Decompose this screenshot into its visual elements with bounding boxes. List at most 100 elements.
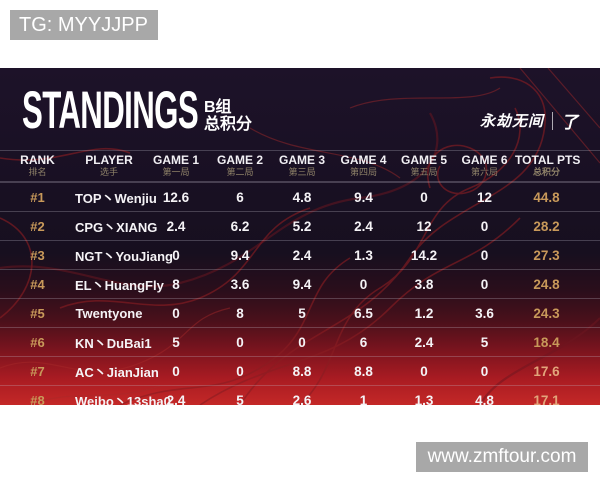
player-name: CPG丶XIANG: [75, 219, 158, 235]
game5-score: 0: [420, 363, 428, 379]
game6-score: 12: [476, 189, 493, 205]
col-game2: GAME 2 第二局: [216, 153, 263, 178]
game2-score: 5: [236, 392, 244, 406]
col-game6: GAME 6 第六局: [461, 153, 508, 178]
game6-score: 0: [480, 276, 489, 292]
game2-score: 9.4: [230, 247, 250, 263]
total-points: 27.3: [533, 247, 560, 263]
rank-value: #3: [30, 247, 45, 263]
game1-score: 2.4: [166, 392, 186, 406]
brand-mark-icon: 了: [561, 113, 578, 132]
game3-score: 5.2: [292, 218, 312, 234]
table-row: #7 AC丶JianJian 0 0 8.8 8.8 0 0 17.6: [0, 356, 600, 385]
game1-score: 0: [172, 247, 180, 263]
game2-score: 0: [236, 334, 244, 350]
total-points: 24.8: [533, 276, 560, 292]
game2-score: 3.6: [230, 276, 250, 292]
game3-score: 8.8: [292, 363, 312, 379]
player-name: KN丶DuBai1: [75, 335, 152, 351]
game1-score: 2.4: [166, 218, 186, 234]
game1-score: 12.6: [162, 189, 190, 205]
table-row: #3 NGT丶YouJiang 0 9.4 2.4 1.3 14.2 0 27.…: [0, 240, 600, 269]
brand-logo: 永劫无间 了: [480, 108, 578, 133]
game2-score: 0: [236, 363, 244, 379]
game6-score: 3.6: [475, 305, 494, 321]
game5-score: 1.2: [414, 305, 434, 321]
game1-score: 0: [172, 363, 180, 379]
game6-score: 4.8: [475, 392, 494, 406]
page-title: STANDINGS: [22, 81, 199, 141]
total-points: 28.2: [533, 218, 560, 234]
col-game3: GAME 3 第三局: [278, 153, 325, 178]
game4-score: 8.8: [354, 363, 373, 379]
table-row: #5 Twentyone 0 8 5 6.5 1.2 3.6 24.3: [0, 298, 600, 327]
game4-score: 2.4: [354, 218, 373, 234]
total-points: 17.6: [533, 363, 560, 379]
game5-score: 14.2: [410, 247, 438, 263]
player-name: Twentyone: [75, 305, 143, 321]
table-row: #6 KN丶DuBai1 5 0 0 6 2.4 5 18.4: [0, 327, 600, 356]
rank-value: #4: [30, 276, 45, 292]
game5-score: 3.8: [414, 276, 434, 292]
game5-score: 2.4: [414, 334, 434, 350]
player-name: AC丶JianJian: [75, 364, 159, 380]
total-points: 44.8: [533, 189, 560, 205]
col-rank: RANK 排名: [20, 153, 55, 178]
game3-score: 5: [298, 305, 306, 321]
rank-value: #7: [30, 363, 45, 379]
col-game4: GAME 4 第四局: [340, 153, 387, 178]
game6-score: 0: [480, 218, 489, 234]
game6-score: 0: [480, 247, 489, 263]
telegram-watermark-badge: TG: MYYJJPP: [10, 10, 158, 40]
game2-score: 6: [236, 189, 244, 205]
game2-score: 8: [236, 305, 244, 321]
game4-score: 1: [359, 392, 368, 406]
game4-score: 1.3: [354, 247, 373, 263]
standings-table: RANK 排名 PLAYER 选手 GAME 1 第一局 GAME 2 第二局 GAME…: [0, 150, 600, 405]
game2-score: 6.2: [230, 218, 250, 234]
game4-score: 0: [359, 276, 368, 292]
col-game5: GAME 5 第五局: [400, 153, 447, 178]
game3-score: 2.4: [292, 247, 312, 263]
table-row: #8 Weibo丶13sha0 2.4 5 2.6 1 1.3 4.8 17.1: [0, 385, 600, 405]
player-name: TOP丶Wenjiu: [75, 190, 157, 206]
table-header-row: RANK 排名 PLAYER 选手 GAME 1 第一局 GAME 2 第二局 GAME…: [0, 150, 600, 182]
group-label: B组: [204, 99, 232, 116]
game5-score: 12: [416, 218, 432, 234]
telegram-watermark-text: TG: MYYJJPP: [19, 13, 148, 36]
brand-separator: [552, 111, 553, 130]
game5-score: 1.3: [414, 392, 434, 406]
player-name: NGT丶YouJiang: [75, 248, 173, 264]
rank-value: #2: [30, 218, 45, 234]
group-subtitle: B组 总积分: [204, 99, 252, 133]
game3-score: 4.8: [292, 189, 312, 205]
game3-score: 9.4: [292, 276, 312, 292]
game1-score: 8: [172, 276, 180, 292]
player-name: EL丶HuangFly: [75, 277, 164, 293]
game6-score: 0: [480, 363, 489, 379]
rank-value: #8: [30, 392, 45, 406]
game5-score: 0: [420, 189, 428, 205]
game1-score: 5: [172, 334, 180, 350]
standings-panel: STANDINGS B组 总积分 永劫无间 了 RANK 排名 PLAYER 选手 …: [0, 68, 600, 405]
total-points: 24.3: [533, 305, 560, 321]
game4-score: 6: [359, 334, 368, 350]
game4-score: 6.5: [354, 305, 373, 321]
table-row: #4 EL丶HuangFly 8 3.6 9.4 0 3.8 0 24.8: [0, 269, 600, 298]
website-watermark-badge: www.zmftour.com: [416, 442, 588, 472]
game1-score: 0: [172, 305, 180, 321]
rank-value: #5: [30, 305, 45, 321]
player-name: Weibo丶13sha0: [75, 393, 171, 406]
website-watermark-text: www.zmftour.com: [427, 446, 577, 467]
table-row: #2 CPG丶XIANG 2.4 6.2 5.2 2.4 12 0 28.2: [0, 211, 600, 240]
col-player: PLAYER 选手: [85, 153, 133, 178]
game3-score: 0: [298, 334, 306, 350]
game3-score: 2.6: [292, 392, 312, 406]
total-points: 17.1: [533, 392, 560, 406]
game4-score: 9.4: [354, 189, 373, 205]
rank-value: #1: [30, 189, 45, 205]
naraka-logo-text: 永劫无间: [479, 113, 544, 130]
game6-score: 5: [480, 334, 489, 350]
table-row: #1 TOP丶Wenjiu 12.6 6 4.8 9.4 0 12 44.8: [0, 182, 600, 211]
